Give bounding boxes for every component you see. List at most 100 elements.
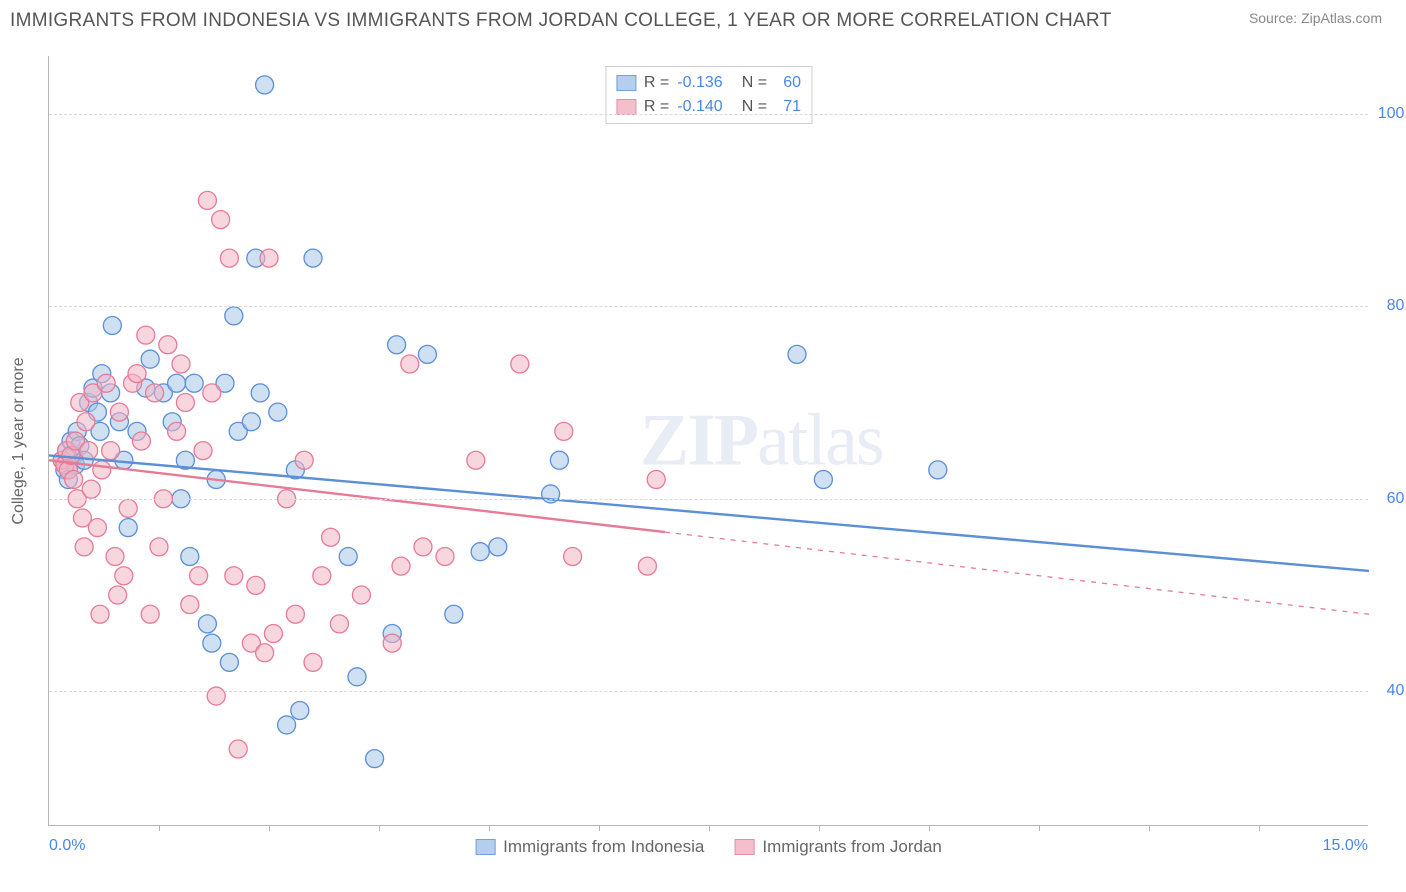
legend-series-item: Immigrants from Indonesia bbox=[475, 837, 704, 857]
data-point bbox=[103, 317, 121, 335]
data-point bbox=[80, 442, 98, 460]
data-point bbox=[929, 461, 947, 479]
data-point bbox=[339, 548, 357, 566]
data-point bbox=[304, 653, 322, 671]
data-point bbox=[159, 336, 177, 354]
legend-series: Immigrants from Indonesia Immigrants fro… bbox=[475, 837, 942, 857]
data-point bbox=[256, 644, 274, 662]
data-point bbox=[132, 432, 150, 450]
data-point bbox=[119, 519, 137, 537]
data-point bbox=[97, 374, 115, 392]
plot-area: College, 1 year or more ZIPatlas R = -0.… bbox=[48, 56, 1368, 826]
legend-stat-row: R = -0.140 N = 71 bbox=[616, 95, 801, 119]
data-point bbox=[278, 716, 296, 734]
data-point bbox=[322, 528, 340, 546]
data-point bbox=[141, 605, 159, 623]
data-point bbox=[110, 403, 128, 421]
data-point bbox=[150, 538, 168, 556]
chart-container: College, 1 year or more ZIPatlas R = -0.… bbox=[48, 56, 1368, 826]
data-point bbox=[106, 548, 124, 566]
data-point bbox=[366, 750, 384, 768]
data-point bbox=[489, 538, 507, 556]
data-point bbox=[414, 538, 432, 556]
data-point bbox=[181, 548, 199, 566]
data-point bbox=[313, 567, 331, 585]
legend-n-label: N = bbox=[737, 71, 767, 95]
data-point bbox=[269, 403, 287, 421]
data-point bbox=[185, 374, 203, 392]
legend-swatch bbox=[734, 839, 754, 855]
chart-title: IMMIGRANTS FROM INDONESIA VS IMMIGRANTS … bbox=[10, 10, 1112, 32]
data-point bbox=[564, 548, 582, 566]
data-point bbox=[638, 557, 656, 575]
data-point bbox=[172, 355, 190, 373]
data-point bbox=[198, 191, 216, 209]
chart-source: Source: ZipAtlas.com bbox=[1249, 10, 1382, 26]
legend-n-label: N = bbox=[737, 95, 767, 119]
data-point bbox=[304, 249, 322, 267]
data-point bbox=[247, 576, 265, 594]
data-point bbox=[168, 422, 186, 440]
data-point bbox=[141, 350, 159, 368]
data-point bbox=[471, 543, 489, 561]
data-point bbox=[77, 413, 95, 431]
data-point bbox=[109, 586, 127, 604]
data-point bbox=[229, 740, 247, 758]
data-point bbox=[65, 471, 83, 489]
x-tick bbox=[709, 825, 710, 831]
data-point bbox=[251, 384, 269, 402]
legend-series-label: Immigrants from Jordan bbox=[762, 837, 942, 857]
data-point bbox=[82, 480, 100, 498]
data-point bbox=[445, 605, 463, 623]
gridline bbox=[49, 691, 1368, 692]
legend-n-value: 71 bbox=[775, 95, 801, 119]
data-point bbox=[181, 596, 199, 614]
data-point bbox=[128, 365, 146, 383]
data-point bbox=[176, 394, 194, 412]
data-point bbox=[225, 567, 243, 585]
legend-r-value: -0.140 bbox=[677, 95, 729, 119]
data-point bbox=[814, 471, 832, 489]
legend-swatch bbox=[616, 75, 636, 91]
data-point bbox=[198, 615, 216, 633]
data-point bbox=[647, 471, 665, 489]
data-point bbox=[119, 499, 137, 517]
x-tick bbox=[929, 825, 930, 831]
data-point bbox=[220, 249, 238, 267]
x-tick bbox=[489, 825, 490, 831]
data-point bbox=[392, 557, 410, 575]
data-point bbox=[75, 538, 93, 556]
legend-swatch bbox=[616, 99, 636, 115]
trend-line bbox=[49, 460, 665, 532]
data-point bbox=[418, 345, 436, 363]
x-tick bbox=[1039, 825, 1040, 831]
legend-n-value: 60 bbox=[775, 71, 801, 95]
data-point bbox=[203, 634, 221, 652]
x-tick bbox=[1149, 825, 1150, 831]
x-tick bbox=[159, 825, 160, 831]
data-point bbox=[93, 461, 111, 479]
data-point bbox=[291, 702, 309, 720]
data-point bbox=[137, 326, 155, 344]
data-point bbox=[168, 374, 186, 392]
data-point bbox=[550, 451, 568, 469]
data-point bbox=[190, 567, 208, 585]
data-point bbox=[511, 355, 529, 373]
data-point bbox=[146, 384, 164, 402]
trend-line-dashed bbox=[665, 532, 1369, 614]
y-tick-label: 60.0% bbox=[1387, 490, 1406, 508]
data-point bbox=[256, 76, 274, 94]
legend-stats: R = -0.136 N = 60 R = -0.140 N = 71 bbox=[605, 66, 812, 124]
x-tick bbox=[1259, 825, 1260, 831]
y-tick-label: 40.0% bbox=[1387, 682, 1406, 700]
data-point bbox=[286, 605, 304, 623]
data-point bbox=[401, 355, 419, 373]
x-axis-max-label: 15.0% bbox=[1323, 837, 1368, 855]
y-tick-label: 80.0% bbox=[1387, 297, 1406, 315]
legend-series-label: Immigrants from Indonesia bbox=[503, 837, 704, 857]
data-point bbox=[242, 413, 260, 431]
data-point bbox=[194, 442, 212, 460]
data-point bbox=[348, 668, 366, 686]
data-point bbox=[295, 451, 313, 469]
data-point bbox=[115, 567, 133, 585]
